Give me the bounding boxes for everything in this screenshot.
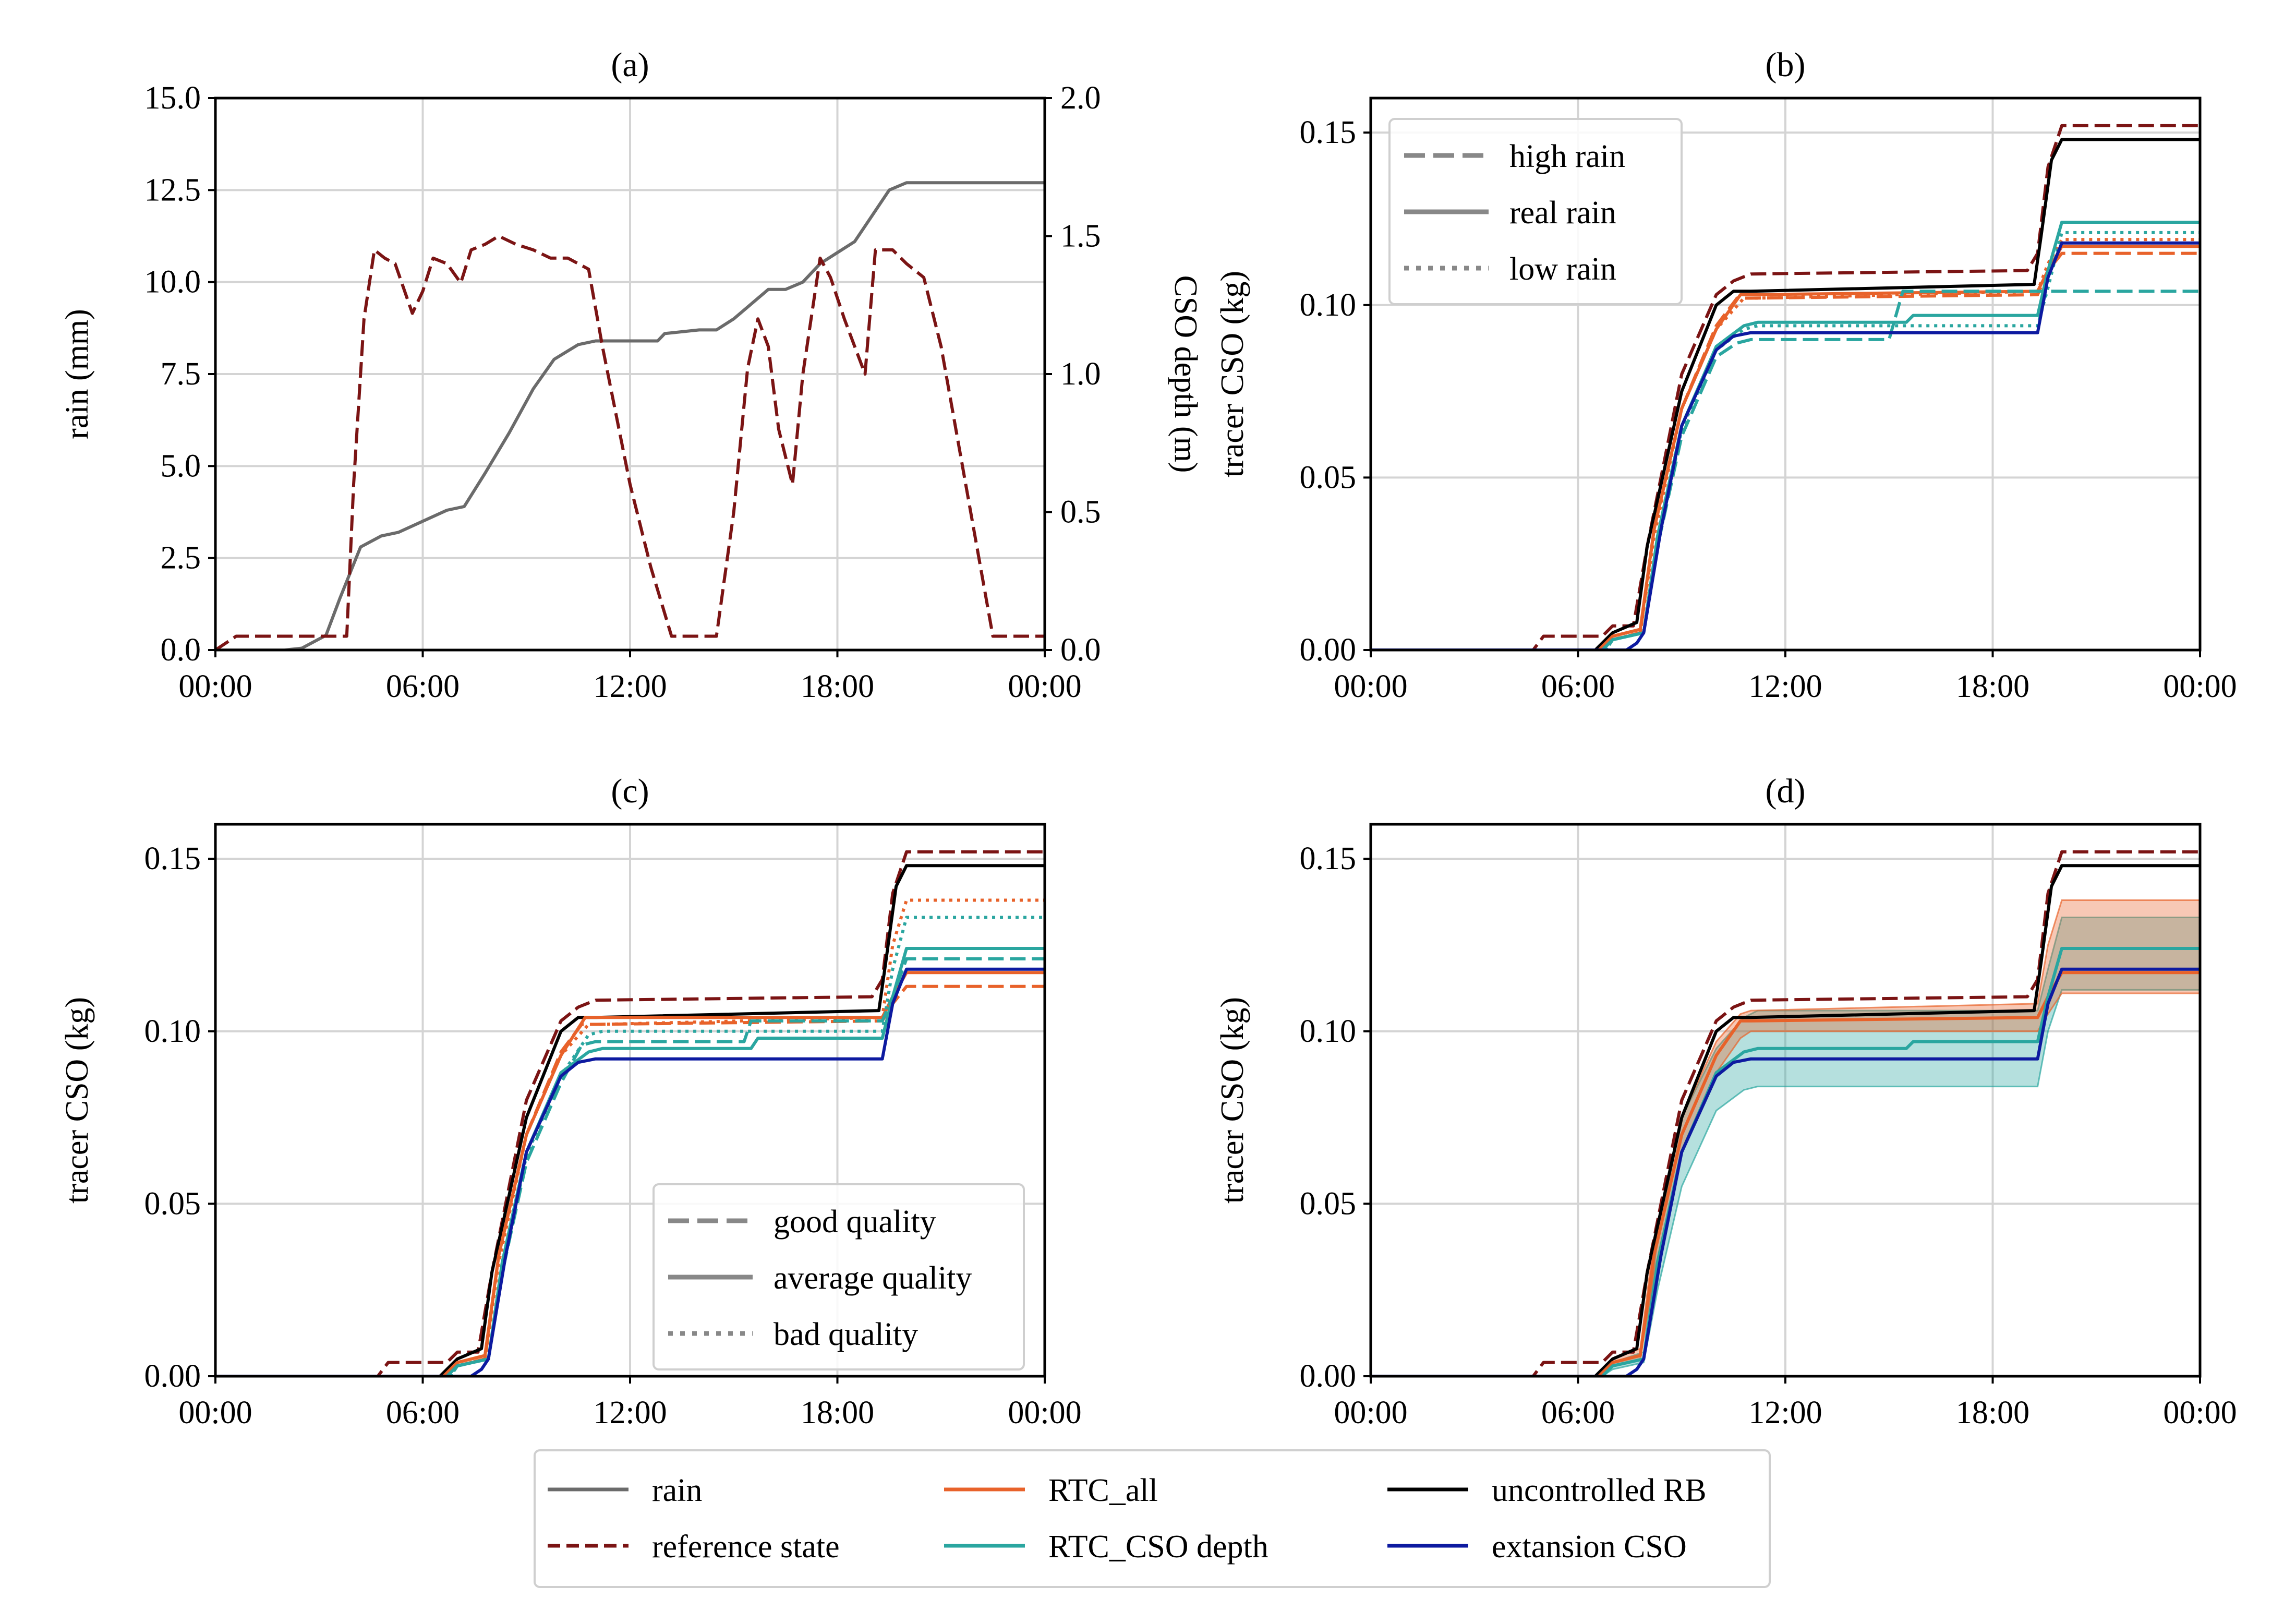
panel-title: (b) [1766, 46, 1806, 84]
inner-legend-label: real rain [1509, 195, 1616, 231]
series-rtc-all-bad-quality [215, 898, 1045, 1376]
series-extansion-cso [1371, 241, 2200, 650]
y-axis-label: rain (mm) [59, 309, 95, 439]
plot-area [1371, 850, 2200, 1376]
y-tick-label: 0.10 [1300, 1014, 1357, 1049]
series-rtc-cso-depth-good-quality [215, 957, 1045, 1376]
x-tick-label: 00:00 [2163, 1395, 2237, 1430]
inner-legend: good quality average quality bad quality [652, 1183, 1025, 1370]
series-rtc-cso-depth [1371, 221, 2200, 650]
x-tick-label: 00:00 [1334, 669, 1407, 704]
x-tick-label: 00:00 [178, 669, 252, 704]
y-tick-label: 0.05 [144, 1186, 201, 1221]
inner-legend: high rain real rain low rain [1388, 118, 1683, 305]
figure-legend-label: uncontrolled RB [1492, 1473, 1707, 1508]
y-tick-label: 5.0 [161, 448, 201, 484]
series-extansion-cso [1371, 967, 2200, 1376]
y2-axis-label: CSO depth (m) [1168, 275, 1203, 473]
x-tick-label: 12:00 [1748, 1395, 1822, 1430]
series-reference-state [215, 234, 1045, 650]
y-tick-label: 0.05 [1300, 460, 1357, 495]
series-reference-state [215, 850, 1045, 1376]
y-tick-label: 0.15 [144, 841, 201, 876]
panel-title: (c) [611, 772, 649, 810]
y-axis-label: tracer CSO (kg) [1215, 271, 1250, 477]
x-tick-label: 06:00 [386, 669, 460, 704]
plot-area [215, 850, 1045, 1376]
inner-legend-box [652, 1183, 1025, 1370]
series-rtc-all-low-rain [1371, 238, 2200, 650]
x-tick-label: 18:00 [1956, 1395, 2029, 1430]
figure-legend: rain reference state RTC_all RTC_CSO depth u… [534, 1449, 1771, 1588]
x-tick-label: 12:00 [593, 1395, 667, 1430]
x-tick-label: 00:00 [178, 1395, 252, 1430]
plot-area [215, 181, 1045, 650]
y2-tick-label: 1.0 [1060, 356, 1101, 392]
y-tick-label: 0.15 [1300, 841, 1357, 876]
y-tick-label: 0.0 [161, 632, 201, 668]
y-tick-label: 0.15 [1300, 115, 1357, 150]
figure-legend-box [534, 1449, 1771, 1588]
x-tick-label: 00:00 [1334, 1395, 1407, 1430]
x-tick-label: 12:00 [1748, 669, 1822, 704]
series-rtc-cso-depth [215, 947, 1045, 1376]
y2-tick-label: 0.0 [1060, 632, 1101, 668]
y-tick-label: 0.10 [1300, 287, 1357, 323]
panel-3: 00:00 06:00 12:00 18:00 00:000.000.050.100.1… [59, 772, 1082, 1430]
series-uncontrolled-rb [1371, 138, 2200, 650]
x-tick-label: 18:00 [801, 1395, 874, 1430]
y-axis-label: tracer CSO (kg) [1215, 997, 1250, 1204]
series-uncontrolled-rb [215, 864, 1045, 1376]
figure-legend-label: rain [652, 1473, 702, 1508]
y2-tick-label: 2.0 [1060, 80, 1101, 116]
series-reference-state [1371, 850, 2200, 1376]
plot-area [1371, 124, 2200, 650]
series-uncontrolled-rb [1371, 864, 2200, 1376]
series-rtc-cso-depth [1371, 947, 2200, 1376]
x-tick-label: 06:00 [386, 1395, 460, 1430]
inner-legend-label: bad quality [774, 1317, 918, 1352]
panel-2: 00:00 06:00 12:00 18:00 00:000.000.050.100.1… [1215, 46, 2237, 704]
x-tick-label: 18:00 [801, 669, 874, 704]
figure-legend-label: RTC_all [1048, 1473, 1158, 1508]
panel-title: (d) [1766, 772, 1806, 810]
inner-legend-label: average quality [774, 1260, 972, 1296]
figure-legend-label: extansion CSO [1492, 1529, 1687, 1565]
y-tick-label: 0.10 [144, 1014, 201, 1049]
y-tick-label: 2.5 [161, 540, 201, 576]
y-axis-label: tracer CSO (kg) [59, 997, 95, 1204]
panel-1: 00:00 06:00 12:00 18:00 00:000.02.55.07.510.… [59, 46, 1203, 704]
x-tick-label: 00:00 [1008, 669, 1081, 704]
series-extansion-cso [215, 967, 1045, 1376]
y-tick-label: 0.00 [144, 1358, 201, 1394]
y-tick-label: 12.5 [144, 172, 201, 208]
y2-tick-label: 1.5 [1060, 219, 1101, 254]
panel-title: (a) [611, 46, 649, 84]
y-tick-label: 0.00 [1300, 1358, 1357, 1394]
y-tick-label: 7.5 [161, 356, 201, 392]
figure-legend-label: reference state [652, 1529, 840, 1565]
x-tick-label: 06:00 [1541, 1395, 1615, 1430]
panel-4: 00:00 06:00 12:00 18:00 00:000.000.050.100.1… [1215, 772, 2237, 1430]
y2-tick-label: 0.5 [1060, 495, 1101, 530]
y-tick-label: 0.05 [1300, 1186, 1357, 1221]
inner-legend-label: low rain [1509, 251, 1616, 287]
x-tick-label: 06:00 [1541, 669, 1615, 704]
inner-legend-box [1388, 118, 1683, 305]
x-tick-label: 18:00 [1956, 669, 2029, 704]
series-reference-state [1371, 124, 2200, 650]
series-rtc-cso-depth-high-rain [1371, 290, 2200, 650]
y-tick-label: 15.0 [144, 80, 201, 116]
y-tick-label: 10.0 [144, 265, 201, 300]
series-rain [215, 181, 1045, 650]
inner-legend-label: high rain [1509, 139, 1625, 174]
y-tick-label: 0.00 [1300, 632, 1357, 668]
x-tick-label: 12:00 [593, 669, 667, 704]
x-tick-label: 00:00 [1008, 1395, 1081, 1430]
inner-legend-label: good quality [774, 1204, 936, 1240]
figure-legend-label: RTC_CSO depth [1048, 1529, 1268, 1565]
x-tick-label: 00:00 [2163, 669, 2237, 704]
